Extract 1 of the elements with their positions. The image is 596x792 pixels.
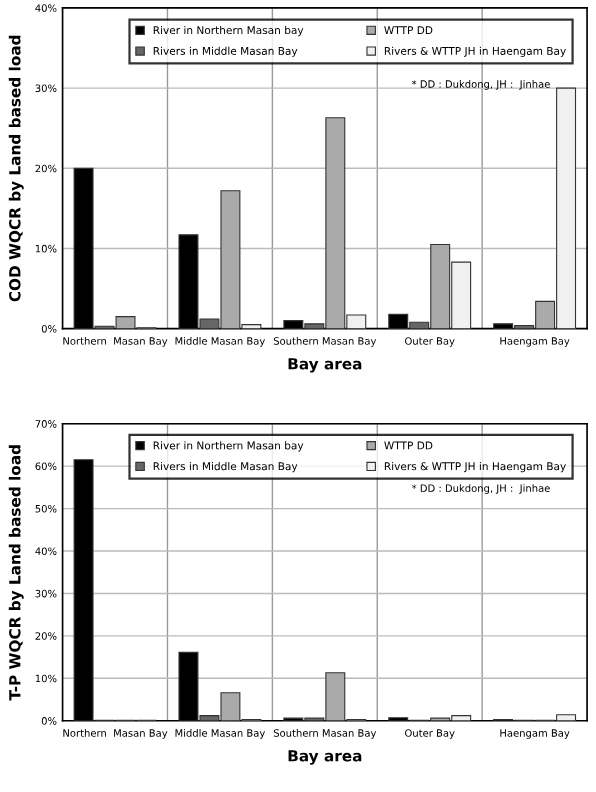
bar (556, 714, 577, 721)
